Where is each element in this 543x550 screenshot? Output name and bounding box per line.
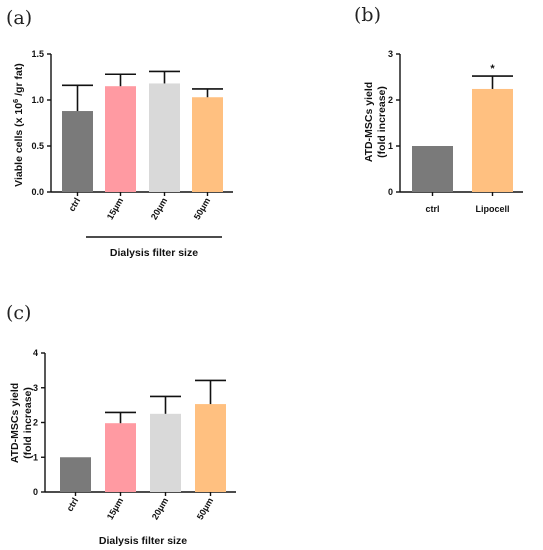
panel-c-ylabel-line1: ATD-MSCs yield xyxy=(9,383,21,463)
panel-b-x-tick-label: Lipocell xyxy=(475,204,509,214)
panel-a-y-tick-label: 0.5 xyxy=(31,141,44,151)
panel-c-x-tick-label: ctrl xyxy=(65,496,81,513)
panel-a-bar-20μm xyxy=(149,83,180,192)
panel-b-y-tick-label: 2 xyxy=(388,95,393,105)
panel-a-y-tick-label: 1.5 xyxy=(31,49,44,59)
panel-a-x-tick-label: ctrl xyxy=(67,196,83,213)
panel-c-bar-ctrl xyxy=(60,457,91,492)
panel-b-significance-mark: * xyxy=(490,63,495,75)
panel-b: (b) ATD-MSCs yield (fold increase) 0 1 2 3 c… xyxy=(354,4,523,214)
panel-c-y-tick-label: 4 xyxy=(33,348,38,358)
panel-c-y-tick-label: 0 xyxy=(33,487,38,497)
panel-c-letter: (c) xyxy=(6,302,31,324)
panel-c-bar-50μm xyxy=(195,404,226,492)
panel-a-y-tick-label: 1.0 xyxy=(31,95,44,105)
panel-b-x-tick-label: ctrl xyxy=(425,204,439,214)
panel-b-y-tick-label: 1 xyxy=(388,141,393,151)
panel-b-y-tick-label: 0 xyxy=(388,187,393,197)
panel-c-y-tick-label: 2 xyxy=(33,418,38,428)
panel-a-ylabel: Viable cells (x 106 /gr fat) xyxy=(11,63,25,187)
panel-a-x-tick-label: 50μm xyxy=(192,196,212,221)
panel-b-y-tick-label: 3 xyxy=(388,49,393,59)
panel-c-x-tick-label: 20μm xyxy=(150,496,170,521)
panel-b-bar-Lipocell xyxy=(472,88,513,192)
panel-c: (c) ATD-MSCs yield (fold increase) 0 1 2 3 4… xyxy=(6,302,236,547)
panel-b-letter: (b) xyxy=(354,4,381,26)
panel-a-x-tick-label: 20μm xyxy=(149,196,169,221)
panel-c-bar-20μm xyxy=(150,413,181,492)
panel-c-ylabel-line2: (fold increase) xyxy=(22,387,34,459)
panel-c-y-tick-label: 1 xyxy=(33,452,38,462)
panel-c-plot: 0 1 2 3 4 ctrl 15μm 20μm 50μm xyxy=(33,348,236,521)
panel-c-x-tick-label: 50μm xyxy=(195,496,215,521)
panel-a-bar-ctrl xyxy=(62,111,93,192)
panel-a-bar-50μm xyxy=(192,97,223,192)
panel-a-xlabel: Dialysis filter size xyxy=(110,247,198,259)
panel-b-plot: 0 1 2 3 ctrl * Lipocell xyxy=(388,49,523,214)
panel-a-y-tick-label: 0.0 xyxy=(31,187,44,197)
panel-c-xlabel: Dialysis filter size xyxy=(99,535,187,547)
panel-a-x-tick-label: 15μm xyxy=(105,196,125,221)
panel-c-x-tick-label: 15μm xyxy=(105,496,125,521)
panel-a-letter: (a) xyxy=(6,7,32,29)
panel-a: (a) Viable cells (x 106 /gr fat) 0.0 0.5 1… xyxy=(6,7,233,259)
panel-a-plot: 0.0 0.5 1.0 1.5 ctrl 15μm 20μm 50μm xyxy=(31,49,233,221)
panel-c-y-tick-label: 3 xyxy=(33,383,38,393)
panel-a-bar-15μm xyxy=(105,86,136,192)
panel-c-bar-15μm xyxy=(105,423,136,492)
panel-b-bar-ctrl xyxy=(412,146,453,192)
panel-b-ylabel-line1: ATD-MSCs yield xyxy=(363,82,375,162)
panel-b-ylabel-line2: (fold increase) xyxy=(376,86,388,158)
